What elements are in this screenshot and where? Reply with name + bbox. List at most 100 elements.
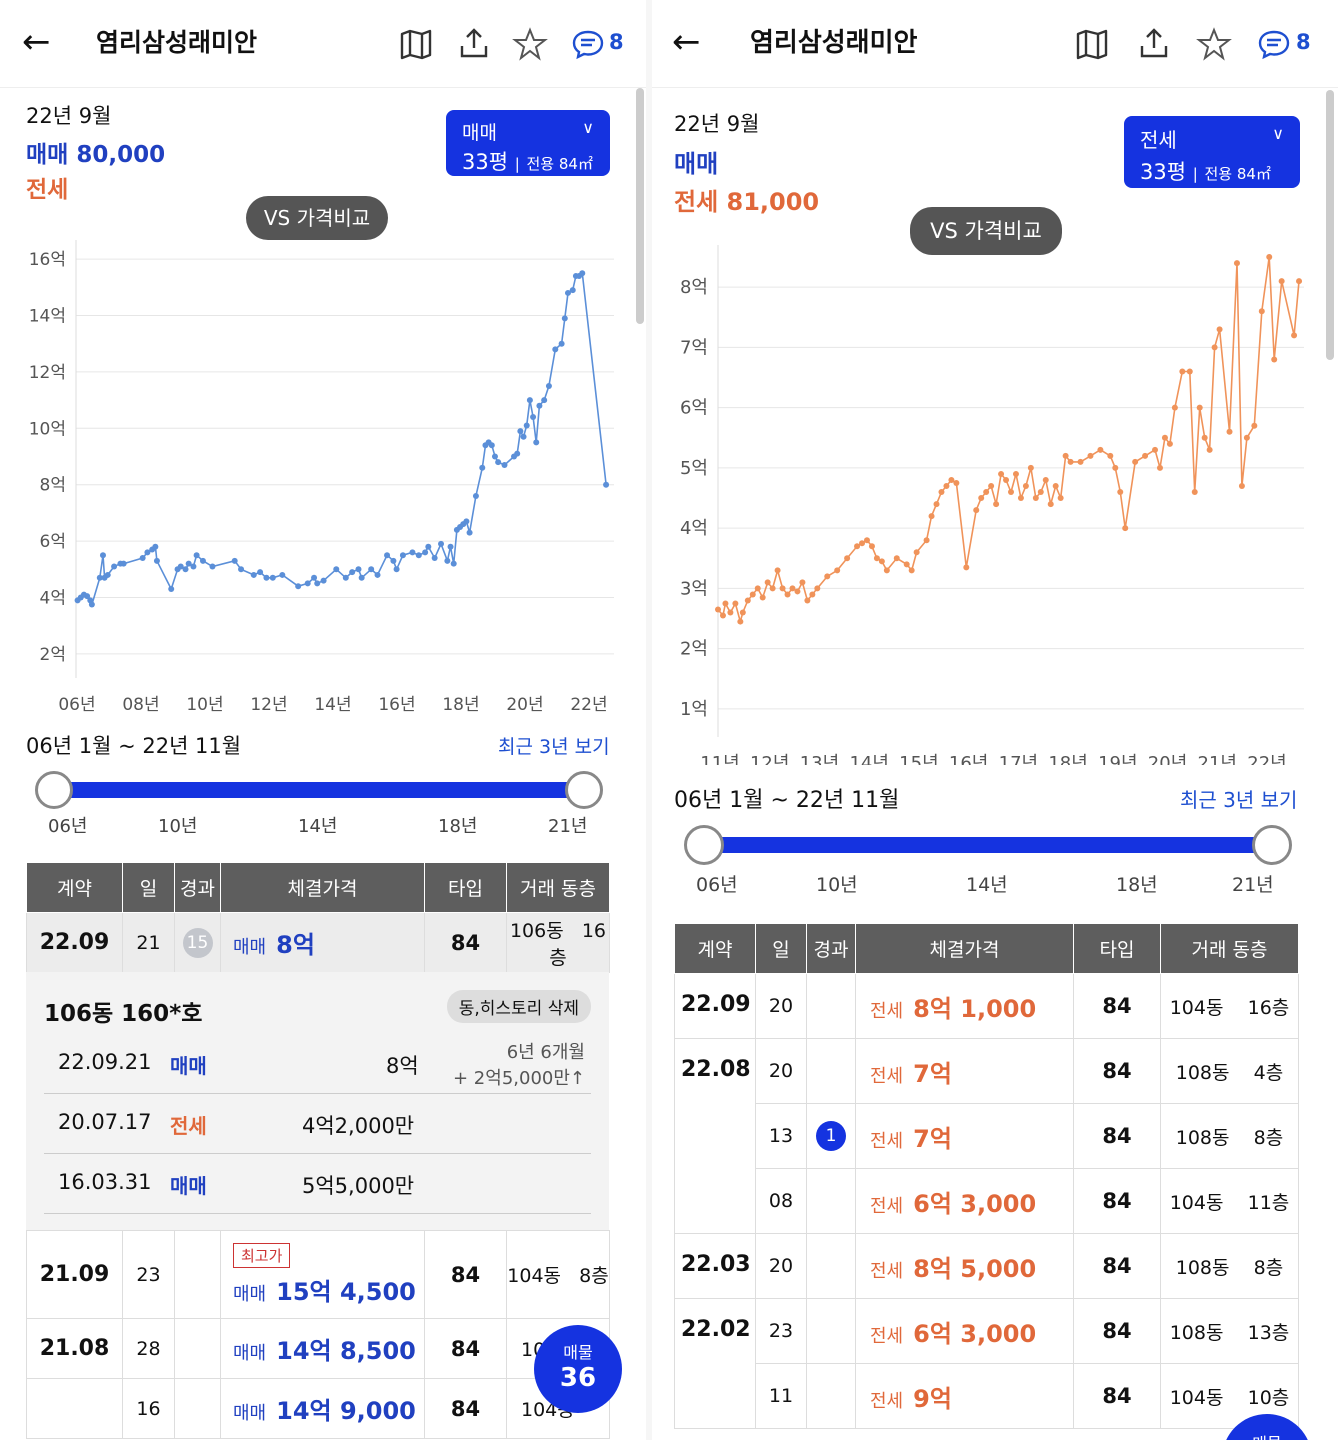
dong: 104동 — [507, 1265, 562, 1287]
price-value: 6억 3,000 — [913, 1319, 1037, 1348]
history-period: 6년 6개월 — [506, 1042, 585, 1063]
price-value: 14억 9,000 — [276, 1397, 416, 1425]
size-cell: 84 — [1073, 1103, 1161, 1169]
data-point — [878, 558, 885, 565]
trade-label: 전세 — [870, 1000, 904, 1022]
dong-floor-cell: 106동 16층 — [506, 912, 610, 973]
data-point — [868, 543, 875, 550]
range-tick: 21년 — [1232, 874, 1274, 896]
data-point — [799, 579, 806, 586]
recent-3y-link[interactable]: 최근 3년 보기 — [498, 736, 610, 758]
data-point — [238, 566, 245, 573]
size-info: 33평 | 전용 84㎡ — [1140, 160, 1271, 184]
range-tick: 10년 — [816, 874, 858, 896]
table-row[interactable]: 22.08 20 전세 7억 84 108동 4층 — [674, 1038, 1299, 1234]
star-icon[interactable] — [1196, 26, 1232, 62]
comment-icon[interactable] — [570, 26, 606, 62]
star-icon[interactable] — [512, 26, 548, 62]
scrollbar[interactable] — [636, 88, 644, 324]
price-value: 6억 3,000 — [913, 1189, 1037, 1218]
back-arrow-icon[interactable]: ← — [22, 22, 51, 62]
summary-rent-price: 전세 — [26, 177, 69, 203]
data-point — [883, 567, 890, 574]
trade-label: 전세 — [870, 1390, 904, 1412]
map-icon[interactable] — [398, 26, 434, 62]
elapsed-badge: 15 — [182, 927, 213, 958]
share-icon[interactable] — [456, 26, 492, 62]
dong-floor-cell: 104동 8층 — [506, 1230, 610, 1319]
data-point — [168, 586, 175, 593]
listings-fab[interactable]: 매물 36 — [534, 1325, 622, 1413]
table-row[interactable]: 22.09 20 전세 8억 1,000 84 104동 16층 — [674, 973, 1299, 1039]
transaction-table: 계약 일 경과 체결가격 타입 거래 동층 22.09 20 전세 8억 1,000 8… — [674, 923, 1299, 1429]
data-point — [764, 579, 771, 586]
dong: 108동 — [1169, 1321, 1224, 1344]
data-point — [953, 479, 960, 486]
range-slider-track[interactable] — [54, 782, 584, 798]
vs-compare-button[interactable]: VS 가격비교 — [246, 196, 388, 240]
table-row[interactable]: 22.02 23 전세 6억 3,000 84 108동 13층 — [674, 1298, 1299, 1429]
floor: 10층 — [1247, 1386, 1290, 1409]
range-end-handle[interactable] — [1252, 825, 1292, 865]
data-point — [1017, 495, 1024, 502]
data-point — [501, 461, 508, 468]
table-header-row: 계약 일 경과 체결가격 타입 거래 동층 — [26, 862, 610, 913]
data-point — [450, 560, 457, 567]
table-row-selected[interactable]: 22.09 21 15 매매 8억 84 106동 16층 — [26, 912, 610, 973]
delete-history-button[interactable]: 동,히스토리 삭제 — [446, 990, 591, 1023]
vs-compare-button[interactable]: VS 가격비교 — [910, 207, 1062, 255]
fab-label: 매물 — [563, 1343, 593, 1362]
comment-icon[interactable] — [1256, 26, 1292, 62]
table-row[interactable]: 13 1 전세 7억 84 108동 8층 — [675, 1103, 1299, 1169]
range-start-handle[interactable] — [684, 825, 724, 865]
sale-price-chart: 16억 14억 12억 10억 8억 6억 4억 2억 06년 08년 10년 12년 14년 16년 18… — [29, 240, 614, 715]
y-tick-label: 6억 — [680, 398, 708, 419]
data-point — [1216, 326, 1223, 333]
recent-3y-link[interactable]: 최근 3년 보기 — [1180, 788, 1298, 812]
page-title: 염리삼성래미안 — [96, 28, 258, 57]
data-point — [495, 459, 502, 466]
data-point — [199, 557, 206, 564]
price-value: 9억 — [913, 1384, 952, 1413]
range-tick: 06년 — [696, 874, 738, 896]
share-icon[interactable] — [1136, 26, 1172, 62]
table-row[interactable]: 11 전세 9억 84 104동 10층 — [675, 1363, 1299, 1429]
data-point — [789, 585, 796, 592]
rent-price-chart: 8억 7억 6억 5억 4억 3억 2억 1억 11년 12년 13년 14년 15년 16년 17년 18년… — [680, 245, 1304, 765]
x-tick-label: 19년 — [1098, 753, 1137, 765]
contract-cell: 22.08 — [674, 1038, 756, 1234]
trade-type-selector[interactable]: 매매 ∨ 33평 | 전용 84㎡ — [446, 110, 610, 176]
data-point — [564, 289, 571, 296]
table-row[interactable]: 22.03 20 전세 8억 5,000 84 108동 8층 — [674, 1233, 1299, 1299]
y-tick-label: 3억 — [680, 578, 708, 599]
data-point — [737, 618, 744, 625]
data-point — [1037, 489, 1044, 496]
data-point — [732, 600, 739, 607]
history-date: 22.09.21 — [58, 1050, 152, 1074]
x-tick-label: 06년 — [58, 695, 95, 715]
data-point — [727, 609, 734, 616]
range-slider-track[interactable] — [704, 837, 1270, 853]
data-point — [928, 513, 935, 520]
floor: 8층 — [1253, 1126, 1284, 1149]
data-point — [1206, 446, 1213, 453]
back-arrow-icon[interactable]: ← — [672, 22, 701, 62]
table-header-row: 계약 일 경과 체결가격 타입 거래 동층 — [674, 923, 1299, 974]
table-row[interactable]: 21.09 23 최고가 매매 15억 4,500 84 104동 8층 — [26, 1230, 610, 1319]
data-point — [1201, 434, 1208, 441]
map-icon[interactable] — [1074, 26, 1110, 62]
data-point — [1179, 368, 1186, 375]
table-row[interactable]: 08 전세 6억 3,000 84 104동 11층 — [675, 1168, 1299, 1234]
trade-type-selector[interactable]: 전세 ∨ 33평 | 전용 84㎡ — [1124, 116, 1300, 188]
data-point — [983, 489, 990, 496]
transaction-table: 계약 일 경과 체결가격 타입 거래 동층 22.09 21 15 매매 8억 8… — [26, 862, 610, 973]
x-tick-label: 11년 — [700, 753, 739, 765]
scrollbar[interactable] — [1326, 90, 1334, 360]
summary-sale-price: 매매 80,000 — [26, 142, 166, 168]
table-row[interactable]: 16 매매 14억 9,000 84 104동 — [26, 1378, 610, 1439]
col-elapsed: 경과 — [806, 923, 856, 974]
price-value: 7억 — [913, 1059, 952, 1088]
range-end-handle[interactable] — [565, 771, 603, 809]
range-start-handle[interactable] — [35, 771, 73, 809]
